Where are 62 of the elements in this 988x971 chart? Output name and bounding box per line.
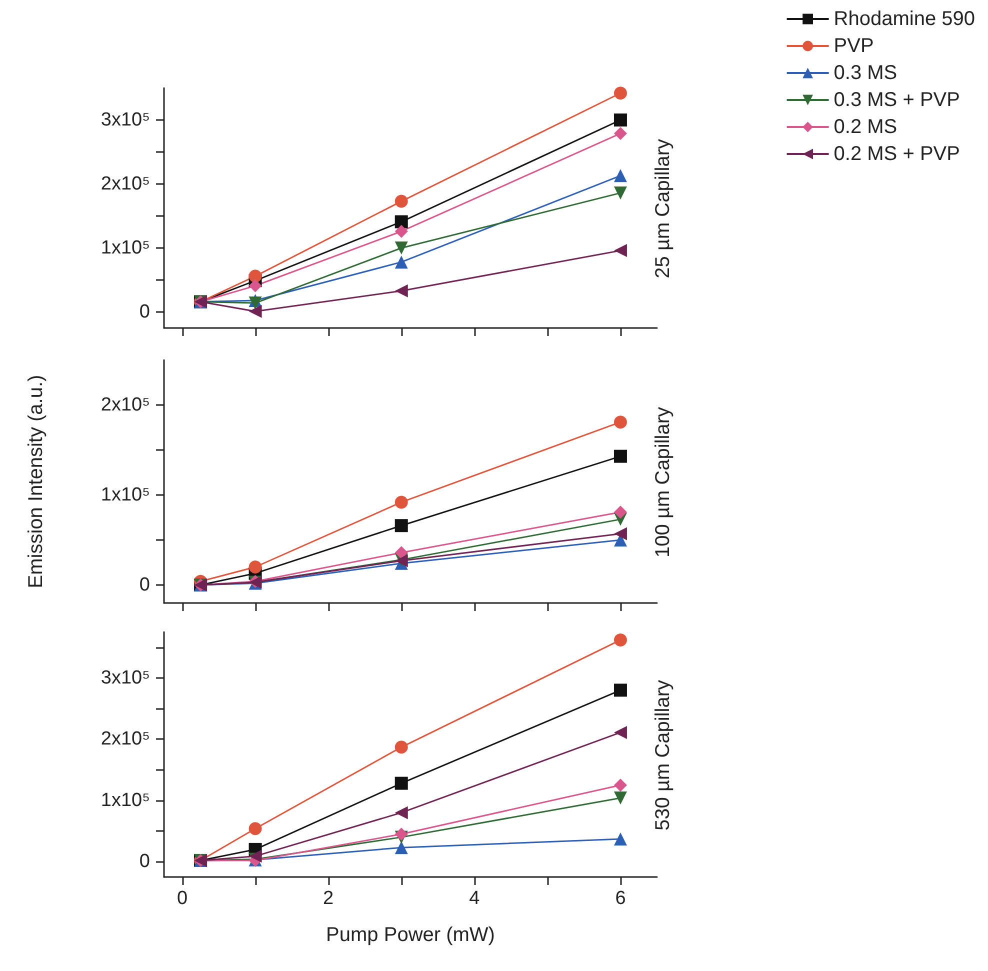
point — [394, 496, 408, 509]
point — [394, 242, 408, 254]
point — [394, 224, 408, 238]
y-tick-label: 1x10⁵ — [100, 484, 150, 506]
point — [394, 194, 408, 208]
point — [394, 284, 408, 298]
y-tick-label: 0 — [139, 302, 150, 322]
y-tick-label: 2x10⁵ — [100, 394, 150, 416]
y-tick-label: 1x10⁵ — [100, 790, 150, 811]
point — [394, 828, 408, 841]
legend-label: 0.2 MS — [834, 116, 898, 138]
x-tick-label: 4 — [469, 888, 480, 909]
point — [614, 244, 627, 258]
x-tick-label: 6 — [615, 888, 626, 909]
legend-label: 0.2 MS + PVP — [834, 143, 960, 165]
point — [614, 126, 627, 140]
point — [394, 256, 408, 269]
point — [614, 684, 627, 697]
point — [614, 114, 627, 126]
y-tick-label: 2x10⁵ — [100, 728, 150, 750]
point — [248, 850, 262, 863]
point — [248, 560, 262, 574]
y-tick-label: 0 — [139, 574, 150, 596]
x-axis-title: Pump Power (mW) — [326, 924, 495, 946]
point — [614, 832, 627, 846]
point — [394, 215, 408, 228]
legend-label: Rhodamine 590 — [834, 8, 976, 30]
point — [248, 270, 262, 283]
point — [614, 86, 627, 100]
text: 530 µm Capillary — [652, 680, 675, 830]
point — [248, 296, 262, 310]
legend-label: PVP — [834, 35, 874, 57]
y-tick-label: 0 — [139, 851, 150, 872]
point — [614, 506, 627, 519]
point — [614, 186, 627, 200]
point — [394, 806, 408, 820]
point — [614, 169, 627, 182]
x-tick-label: 2 — [323, 888, 334, 909]
point — [248, 304, 262, 318]
y-axis-title: Emission Intensity (a.u.) — [25, 374, 47, 588]
point — [614, 633, 627, 646]
y-tick-label: 3x10⁵ — [100, 667, 150, 688]
y-tick-label: 3x10⁵ — [100, 110, 150, 130]
text: 100 µm Capillary — [652, 406, 675, 557]
text: 25 µm Capillary — [652, 138, 675, 278]
point — [394, 546, 408, 560]
point — [394, 519, 408, 532]
point — [394, 740, 408, 754]
point — [394, 776, 408, 790]
point — [614, 416, 627, 429]
point — [614, 778, 627, 792]
point — [614, 450, 627, 463]
point — [614, 791, 627, 804]
point — [394, 841, 408, 854]
legend-label: 0.3 MS + PVP — [834, 89, 960, 111]
y-tick-label: 1x10⁵ — [100, 238, 150, 258]
x-tick-label: 0 — [176, 888, 188, 909]
legend-label: 0.3 MS — [834, 62, 898, 84]
point — [248, 279, 262, 292]
y-tick-label: 2x10⁵ — [100, 174, 150, 194]
point — [614, 726, 627, 739]
point — [248, 822, 262, 836]
